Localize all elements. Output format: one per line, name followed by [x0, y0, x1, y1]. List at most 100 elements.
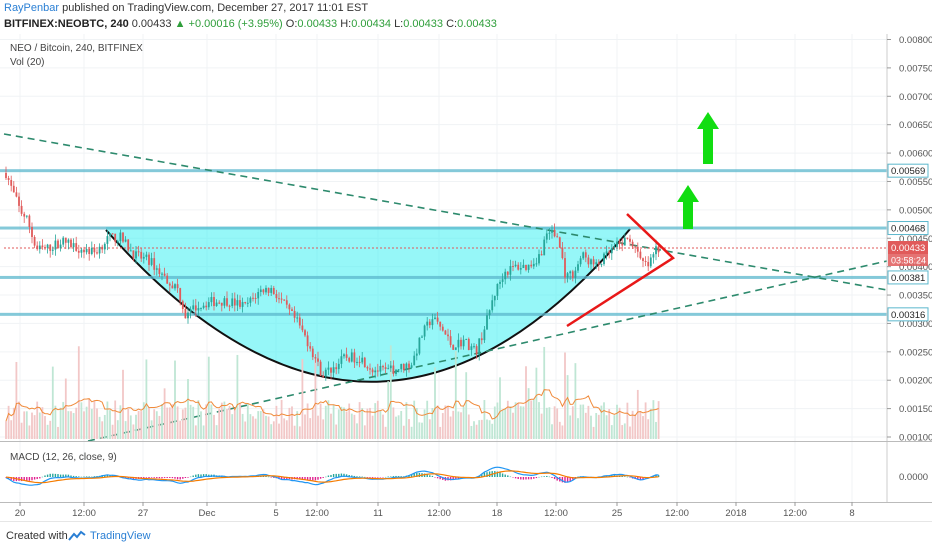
macd-histogram-bar: [379, 477, 382, 478]
macd-histogram-bar: [522, 477, 525, 480]
candle: [20, 205, 23, 214]
candle: [569, 271, 572, 274]
macd-histogram-bar: [543, 476, 545, 477]
candle: [124, 239, 127, 242]
volume-bar: [267, 416, 270, 439]
candle: [343, 354, 345, 357]
candle: [473, 346, 475, 348]
price-axis[interactable]: 0.00800 0.00750 0.00700 0.00650 0.00600 0.005…: [887, 35, 932, 444]
volume-bar: [7, 405, 10, 439]
macd-histogram-bar: [439, 477, 441, 480]
volume-bar: [400, 410, 403, 439]
volume-bar: [189, 404, 192, 439]
candle: [114, 233, 117, 242]
macd-histogram-bar: [403, 476, 405, 477]
volume-bar: [465, 372, 468, 439]
volume-bar: [62, 401, 65, 439]
volume-label: Vol (20): [10, 57, 44, 68]
macd-histogram-bar: [416, 472, 418, 477]
volume-bar: [579, 404, 582, 439]
candle: [538, 254, 540, 264]
high-value: 0.00434: [351, 18, 391, 30]
level-tag: 0.00569: [891, 166, 925, 177]
candle: [330, 367, 332, 373]
macd-histogram-bar: [657, 475, 660, 477]
volume-bar: [304, 414, 306, 439]
macd-histogram-bar: [41, 476, 44, 478]
candle: [504, 271, 507, 280]
candle: [332, 367, 335, 373]
macd-histogram-bar: [507, 475, 509, 477]
volume-bar: [298, 426, 301, 439]
volume-bar: [462, 406, 465, 439]
macd-histogram-bar: [556, 477, 558, 481]
svg-text:0.00433: 0.00433: [891, 243, 925, 254]
volume-bar: [127, 408, 130, 439]
candle: [350, 352, 353, 362]
candle: [649, 257, 652, 267]
volume-bar: [98, 416, 101, 439]
volume-bar: [509, 406, 512, 439]
volume-bar: [345, 411, 348, 439]
volume-bar: [564, 352, 566, 439]
macd-histogram-bar: [488, 471, 491, 477]
volume-bar: [239, 402, 241, 439]
volume-bar: [332, 404, 335, 439]
candle: [296, 317, 299, 319]
volume-bar: [618, 407, 621, 439]
volume-bar: [72, 413, 75, 439]
candle: [25, 215, 28, 217]
macd-histogram-bar: [564, 477, 566, 483]
candle: [246, 302, 249, 304]
macd-histogram-bar: [88, 476, 90, 477]
cup-shape: [106, 227, 630, 382]
macd-histogram-bar: [551, 477, 553, 478]
volume-bar: [657, 401, 660, 439]
time-axis[interactable]: 20 12:00 27 Dec 5 12:00 11 12:00 18 12:00 25 12:00 2…: [15, 502, 855, 519]
macd-histogram-bar: [169, 477, 171, 478]
macd-histogram-bar: [434, 477, 436, 478]
candle: [62, 237, 65, 245]
volume-bar: [350, 413, 353, 439]
time-tick-label: 12:00: [665, 508, 689, 519]
candle: [171, 285, 174, 289]
tradingview-brand[interactable]: TradingView: [90, 530, 151, 542]
macd-histogram-bar: [189, 476, 192, 478]
candle: [192, 305, 195, 310]
volume-bar: [423, 409, 426, 439]
volume-bar: [592, 426, 595, 439]
price-chart[interactable]: NEO / Bitcoin, 240, BITFINEX Vol (20) 0.…: [0, 34, 932, 521]
volume-bar: [480, 419, 483, 439]
volume-bar: [392, 407, 395, 439]
price-tick-label: 0.00750: [899, 63, 932, 74]
price-change: ▲ +0.00016 (+3.95%): [174, 18, 283, 30]
candle: [512, 266, 514, 268]
candle: [88, 248, 91, 254]
volume-bar: [514, 402, 517, 439]
author-name[interactable]: RayPenbar: [4, 2, 60, 14]
candle: [181, 301, 184, 309]
candle: [135, 251, 137, 259]
volume-bar: [124, 421, 127, 439]
volume-bar: [397, 415, 400, 439]
macd-histogram-bar: [486, 472, 488, 477]
candle: [358, 361, 361, 363]
volume-bar: [501, 409, 504, 439]
candle: [535, 263, 538, 265]
candle: [348, 357, 351, 362]
volume-bar: [582, 404, 585, 439]
volume-bar: [114, 400, 117, 439]
candle: [36, 245, 39, 250]
macd-histogram-bar: [299, 477, 301, 480]
macd-histogram-bar: [356, 476, 358, 477]
candle: [436, 317, 439, 322]
candle: [288, 304, 291, 310]
candle: [571, 271, 574, 278]
macd-histogram-bar: [127, 477, 129, 479]
candle: [327, 367, 330, 370]
volume-bar: [483, 400, 486, 439]
macd-histogram-bar: [197, 474, 200, 477]
candle: [506, 271, 509, 275]
candle: [70, 239, 72, 248]
candle: [220, 302, 223, 306]
